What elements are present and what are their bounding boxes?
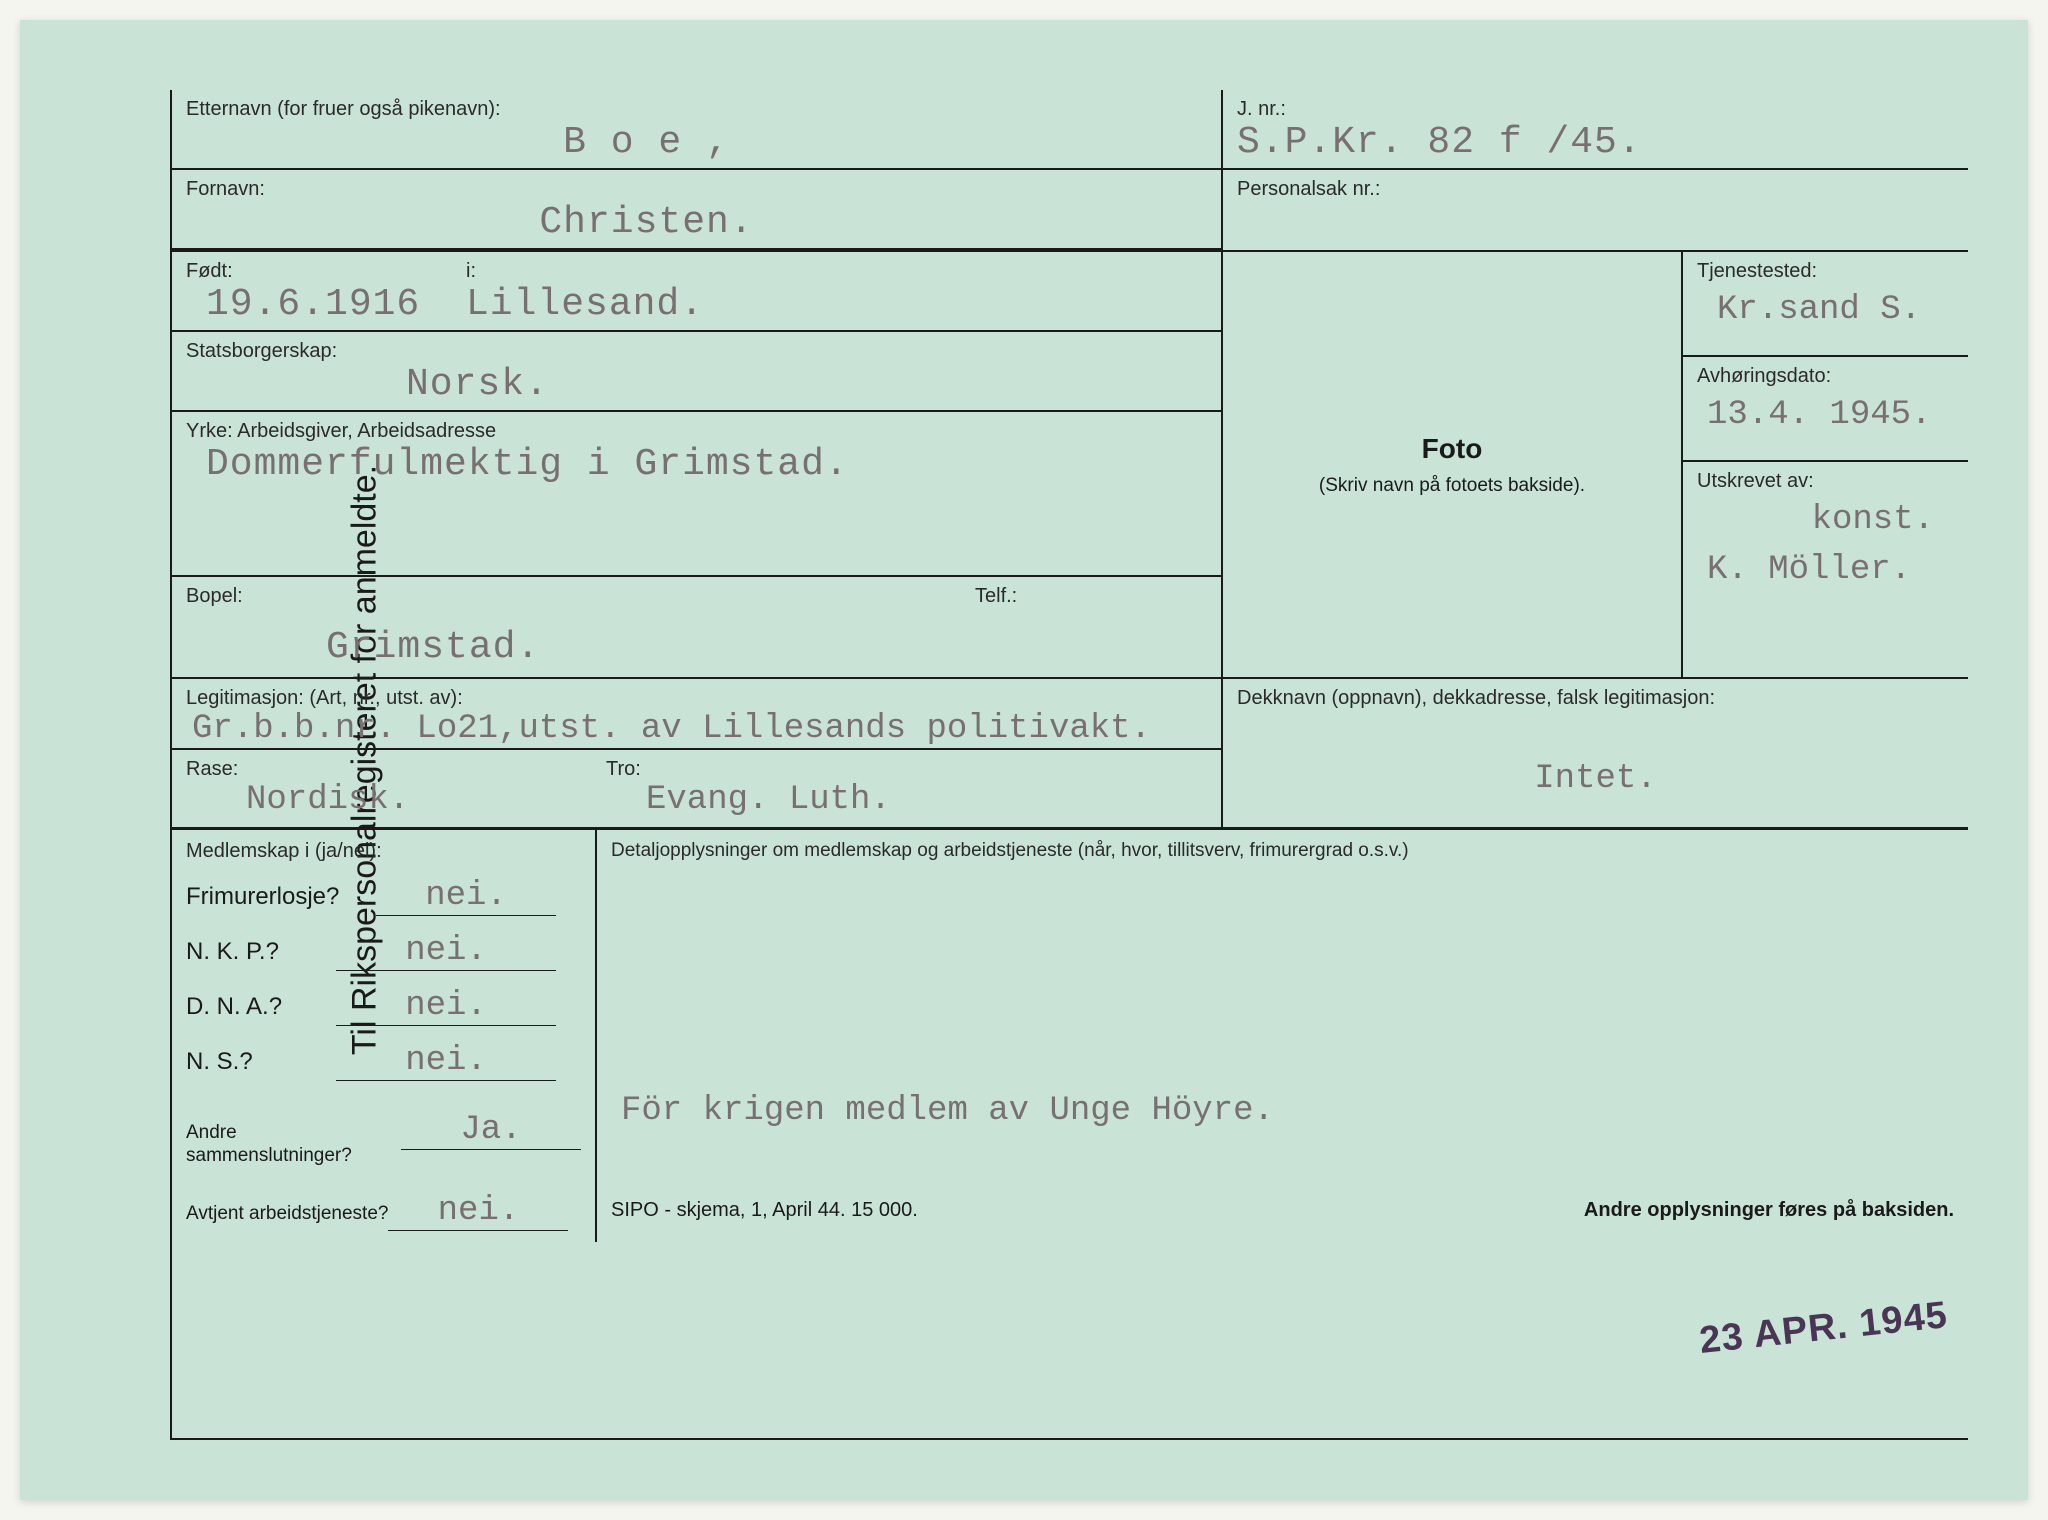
label-etternavn: Etternavn (for fruer også pikenavn):	[186, 98, 1207, 121]
label-statsborgerskap: Statsborgerskap:	[186, 340, 1207, 363]
value-detalj: För krigen medlem av Unge Höyre.	[611, 1092, 1954, 1130]
value-avtjent: nei.	[388, 1192, 568, 1231]
sipo-note: SIPO - skjema, 1, April 44. 15 000.	[611, 1199, 918, 1222]
label-medlemskap: Medlemskap i (ja/nei):	[186, 840, 581, 863]
value-tro: Evang. Luth.	[606, 781, 1207, 819]
value-yrke: Dommerfulmektig i Grimstad.	[186, 443, 1207, 486]
value-avhoringsdato: 13.4. 1945.	[1697, 396, 1954, 434]
value-fornavn: Christen.	[186, 201, 1207, 244]
row-frimurer: Frimurerlosje? nei.	[172, 867, 595, 922]
row-ns: N. S.? nei.	[172, 1032, 595, 1087]
value-legitimasjon: Gr.b.b.nr. Lo21,utst. av Lillesands poli…	[186, 710, 1207, 748]
label-fodt: Født:	[186, 260, 466, 283]
value-ns: nei.	[336, 1042, 556, 1081]
label-fornavn: Fornavn:	[186, 178, 1207, 201]
label-legitimasjon: Legitimasjon: (Art, nr., utst. av):	[186, 687, 1207, 710]
label-utskrevet: Utskrevet av:	[1697, 470, 1954, 493]
value-utskrevet2: K. Möller.	[1697, 551, 1954, 589]
label-telf: Telf.:	[975, 585, 1207, 608]
label-jnr: J. nr.:	[1237, 98, 1954, 121]
label-rase: Rase:	[186, 758, 578, 781]
label-personalsak: Personalsak nr.:	[1237, 178, 1954, 201]
value-dna: nei.	[336, 987, 556, 1026]
foto-sub: (Skriv navn på fotoets bakside).	[1319, 475, 1585, 497]
value-fodt-i: Lillesand.	[466, 283, 1207, 326]
value-statsborgerskap: Norsk.	[186, 363, 1207, 406]
foto-box: Foto (Skriv navn på fotoets bakside).	[1223, 252, 1681, 677]
value-dekknavn: Intet.	[1237, 760, 1954, 798]
row-avtjent: Avtjent arbeidstjeneste? nei.	[172, 1174, 595, 1237]
label-yrke: Yrke: Arbeidsgiver, Arbeidsadresse	[186, 420, 1207, 443]
registration-card: Til Rikspersonalregisteret for anmeldte.…	[20, 20, 2028, 1500]
andre-opp-note: Andre opplysninger føres på baksiden.	[1584, 1199, 1954, 1222]
form-area: Etternavn (for fruer også pikenavn): B o…	[170, 90, 1968, 1440]
foto-title: Foto	[1422, 433, 1483, 465]
value-fodt: 19.6.1916	[186, 283, 466, 326]
value-utskrevet1: konst.	[1697, 501, 1954, 539]
row-dna: D. N. A.? nei.	[172, 977, 595, 1032]
value-nkp: nei.	[336, 932, 556, 971]
row-andre: Andre sammenslutninger? Ja.	[172, 1087, 595, 1174]
value-andre: Ja.	[401, 1111, 581, 1150]
label-bopel: Bopel:	[186, 585, 947, 608]
label-i: i:	[466, 260, 1207, 283]
value-frimurer: nei.	[376, 877, 556, 916]
label-dekknavn: Dekknavn (oppnavn), dekkadresse, falsk l…	[1237, 687, 1954, 710]
value-etternavn: B o e ,	[186, 121, 1207, 164]
label-tro: Tro:	[606, 758, 1207, 781]
value-rase: Nordisk.	[186, 781, 578, 819]
value-jnr: S.P.Kr. 82 f /45.	[1237, 121, 1954, 164]
value-bopel: Grimstad.	[186, 626, 947, 669]
value-tjenestested: Kr.sand S.	[1697, 291, 1954, 329]
label-tjenestested: Tjenestested:	[1697, 260, 1954, 283]
label-avhoringsdato: Avhøringsdato:	[1697, 365, 1954, 388]
label-detalj: Detaljopplysninger om medlemskap og arbe…	[611, 840, 1954, 862]
row-nkp: N. K. P.? nei.	[172, 922, 595, 977]
